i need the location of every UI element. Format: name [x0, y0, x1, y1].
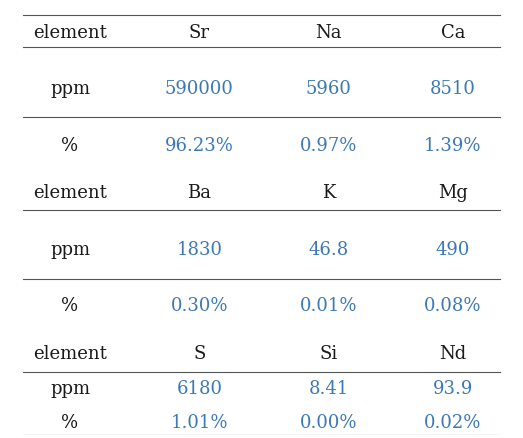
Text: Mg: Mg: [438, 184, 468, 202]
Text: Ca: Ca: [441, 24, 465, 42]
Text: Na: Na: [315, 24, 342, 42]
Text: 0.01%: 0.01%: [300, 297, 358, 314]
Text: 1.39%: 1.39%: [424, 137, 482, 155]
Text: ppm: ppm: [50, 379, 90, 397]
Text: element: element: [33, 184, 107, 202]
Text: 0.97%: 0.97%: [300, 137, 357, 155]
Text: Si: Si: [320, 344, 338, 362]
Text: 8510: 8510: [430, 80, 476, 98]
Text: 5960: 5960: [306, 80, 351, 98]
Text: 93.9: 93.9: [433, 379, 473, 397]
Text: 0.30%: 0.30%: [170, 297, 228, 314]
Text: 590000: 590000: [165, 80, 234, 98]
Text: %: %: [62, 137, 78, 155]
Text: Nd: Nd: [439, 344, 467, 362]
Text: 1.01%: 1.01%: [170, 413, 228, 431]
Text: 0.08%: 0.08%: [424, 297, 482, 314]
Text: ppm: ppm: [50, 240, 90, 258]
Text: Sr: Sr: [189, 24, 210, 42]
Text: 490: 490: [436, 240, 470, 258]
Text: %: %: [62, 297, 78, 314]
Text: 96.23%: 96.23%: [165, 137, 234, 155]
Text: 0.02%: 0.02%: [424, 413, 482, 431]
Text: 6180: 6180: [176, 379, 222, 397]
Text: %: %: [62, 413, 78, 431]
Text: 8.41: 8.41: [309, 379, 349, 397]
Text: element: element: [33, 344, 107, 362]
Text: K: K: [322, 184, 335, 202]
Text: 46.8: 46.8: [309, 240, 349, 258]
Text: 0.00%: 0.00%: [300, 413, 358, 431]
Text: element: element: [33, 24, 107, 42]
Text: ppm: ppm: [50, 80, 90, 98]
Text: 1830: 1830: [176, 240, 222, 258]
Text: Ba: Ba: [187, 184, 211, 202]
Text: S: S: [193, 344, 206, 362]
